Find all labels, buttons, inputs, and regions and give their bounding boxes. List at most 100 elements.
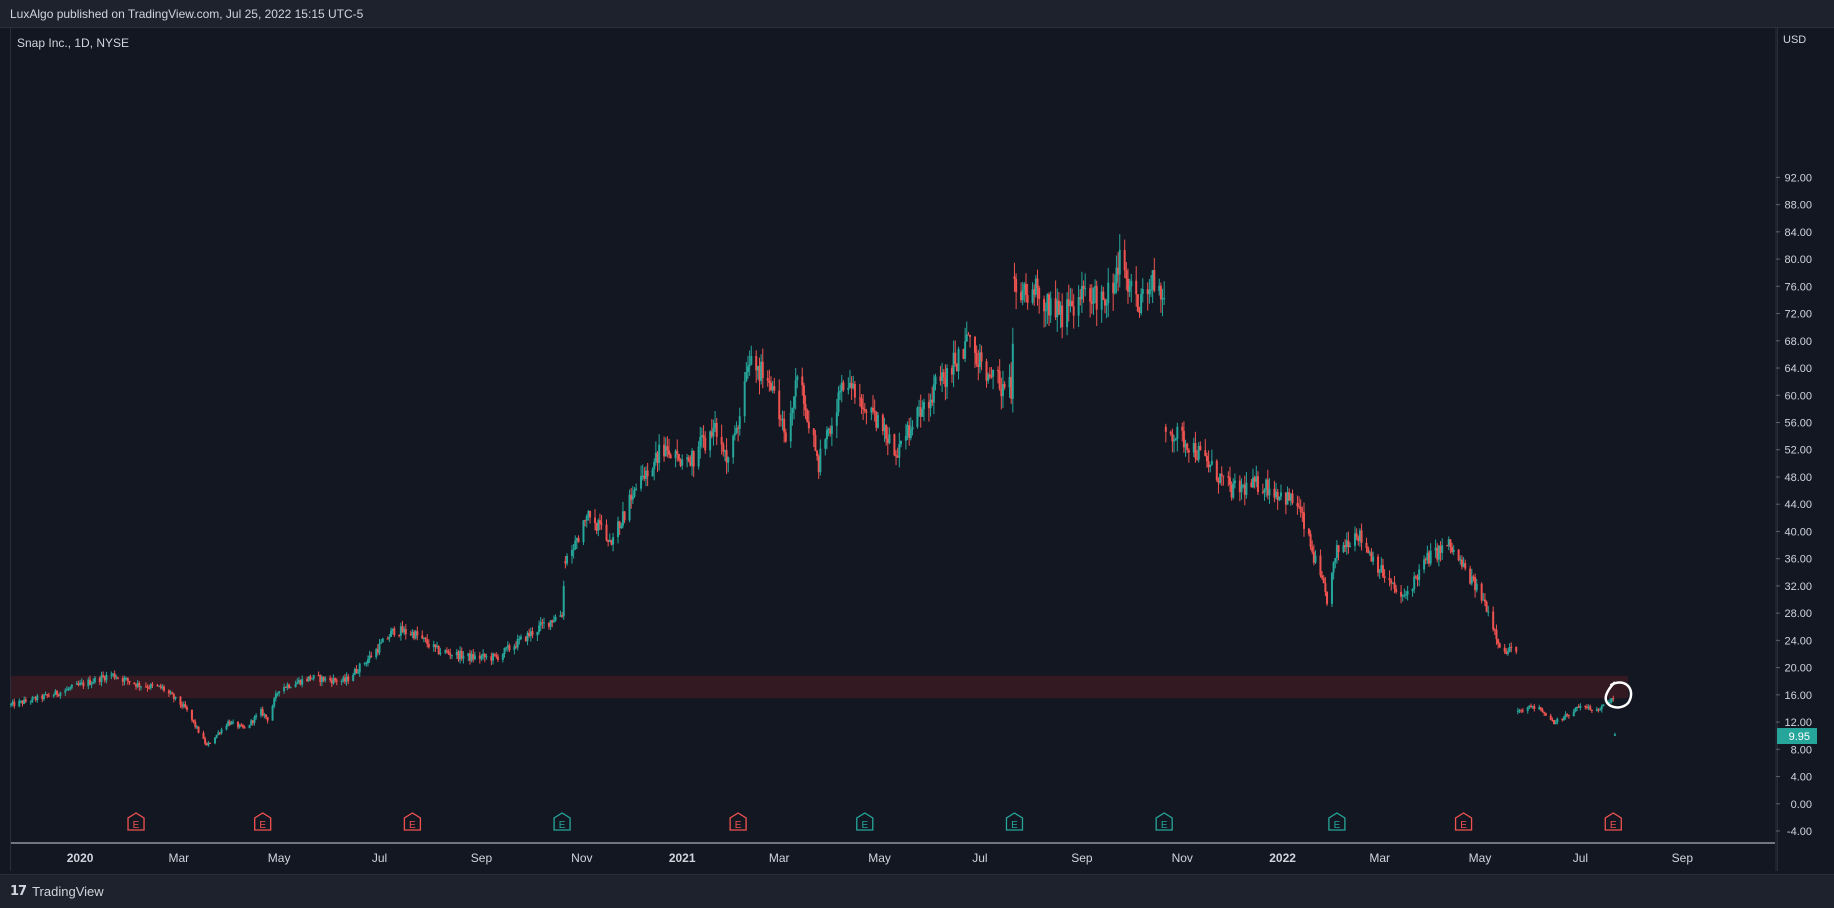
candle-body [1115, 267, 1118, 283]
candle-body [1204, 450, 1207, 456]
candle-body [876, 415, 879, 428]
tradingview-logo[interactable]: 17 TradingView [10, 884, 104, 899]
candle-body [840, 382, 843, 391]
footer-bar: 17 TradingView [0, 874, 1834, 908]
candle-body [64, 690, 67, 693]
price-axis[interactable]: 92.00 88.00 84.00 80.00 76.00 72.00 68.00 64.00… [1775, 28, 1817, 871]
candle-body [1215, 460, 1218, 481]
candle-body [1549, 715, 1552, 720]
candle-body [376, 649, 379, 653]
candle-body [79, 683, 82, 685]
candle-body [347, 676, 350, 681]
earnings-marker[interactable]: E [553, 812, 571, 831]
earnings-marker[interactable]: E [1005, 812, 1024, 831]
candle-body [1585, 707, 1588, 709]
x-tick-label: Nov [1172, 851, 1193, 865]
y-tick-label: 68.00 [1784, 336, 1812, 348]
candle-body [916, 407, 919, 427]
candle-body [562, 585, 565, 617]
candle-body [858, 397, 861, 399]
candle-body [1413, 576, 1416, 590]
earnings-marker[interactable]: E [1454, 812, 1473, 831]
candle-body [289, 687, 292, 689]
candle-body [174, 696, 177, 699]
candle-body [575, 537, 578, 541]
candle-body [1276, 491, 1279, 500]
candle-body [733, 432, 736, 436]
earnings-marker[interactable]: E [127, 812, 145, 831]
candle-body [715, 422, 718, 437]
y-tick-label: 28.00 [1784, 608, 1812, 620]
candle-body [88, 679, 91, 685]
candle-body [1192, 443, 1195, 453]
earnings-marker-shape [856, 812, 874, 831]
candle-body [918, 407, 921, 409]
candle-body [1424, 559, 1427, 561]
candle-body [1112, 282, 1115, 294]
candle-body [1003, 383, 1006, 388]
last-price-badge [1777, 728, 1817, 745]
candle-body [1475, 583, 1478, 591]
candle-body [865, 411, 868, 413]
candle-body [398, 635, 401, 637]
candle-body [1250, 482, 1253, 488]
candle-body [513, 646, 516, 650]
hand-drawn-circle-annotation [1604, 681, 1633, 709]
candle-body [598, 520, 601, 524]
candle-body [593, 517, 596, 524]
candle-body [1518, 710, 1521, 712]
candle-body [1530, 705, 1533, 707]
candle-body [1199, 445, 1202, 451]
time-axis[interactable]: 2020 Mar May Jul Sep Nov 2021 Mar May Jul Sep Nov 20… [11, 842, 1775, 865]
earnings-marker[interactable]: E [856, 812, 874, 831]
candle-body [1011, 343, 1014, 399]
candle-body [1608, 701, 1611, 703]
support-resistance-zone [11, 675, 1629, 699]
candle-body [401, 626, 404, 633]
candle-body [911, 426, 914, 430]
candle-body [426, 639, 429, 645]
candle-body [1196, 458, 1199, 460]
candle-body [585, 515, 588, 521]
candle-body [908, 425, 911, 438]
earnings-marker[interactable]: E [1604, 812, 1622, 831]
earnings-marker[interactable]: E [729, 812, 747, 831]
candle-body [299, 680, 302, 685]
candle-body [760, 361, 763, 381]
symbol-title[interactable]: Snap Inc., 1D, NYSE [17, 36, 130, 50]
candle-body [241, 725, 244, 728]
candle-body [294, 684, 297, 688]
candle-body [470, 654, 473, 661]
candle-body [839, 390, 842, 393]
candle-body [796, 376, 799, 381]
candle-body [353, 668, 356, 675]
candle-body [1462, 563, 1465, 567]
candle-body [644, 470, 647, 479]
candle-body [1562, 717, 1565, 720]
candle-body [357, 672, 360, 674]
candle-body [1026, 294, 1029, 303]
candle-body [1538, 707, 1541, 710]
candle-body [1273, 488, 1276, 498]
candle-body [139, 686, 142, 688]
candle-body [942, 372, 945, 378]
candle-body [669, 454, 672, 459]
earnings-marker[interactable]: E [254, 812, 272, 831]
candle-body [135, 684, 138, 687]
candle-body [967, 334, 970, 336]
candle-body [781, 418, 784, 420]
candle-body [1136, 294, 1139, 312]
candle-body [1587, 706, 1590, 708]
earnings-marker[interactable]: E [403, 812, 422, 831]
earnings-marker[interactable]: E [1328, 812, 1346, 831]
candle-body [1303, 512, 1305, 529]
candle-body [883, 424, 886, 432]
candle-body [582, 520, 585, 543]
candle-body [311, 678, 314, 680]
candle-body [651, 469, 654, 477]
candle-body [758, 366, 761, 381]
candle-body [1289, 493, 1292, 501]
earnings-marker[interactable]: E [1155, 812, 1173, 831]
